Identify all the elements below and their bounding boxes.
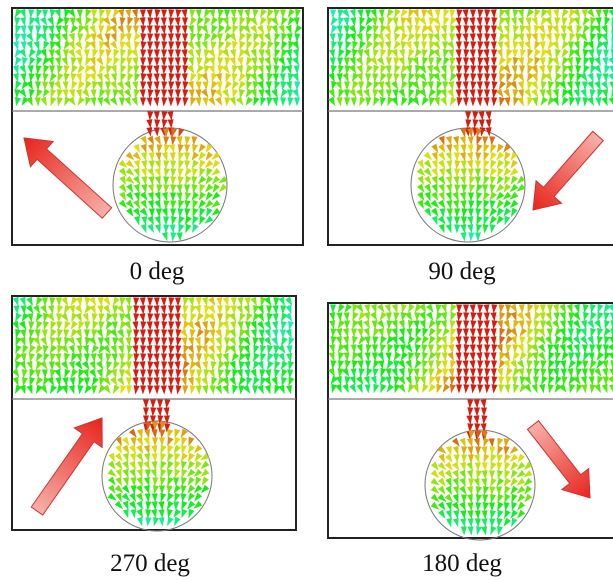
panel bbox=[12, 296, 296, 531]
panel bbox=[328, 303, 613, 540]
figure: 0 deg 90 deg 270 deg 180 deg bbox=[0, 0, 613, 581]
panel bbox=[12, 8, 303, 245]
caption: 90 deg bbox=[428, 258, 496, 285]
caption: 0 deg bbox=[130, 258, 185, 285]
panel bbox=[328, 8, 613, 245]
caption: 180 deg bbox=[422, 550, 502, 577]
caption: 270 deg bbox=[110, 550, 190, 577]
